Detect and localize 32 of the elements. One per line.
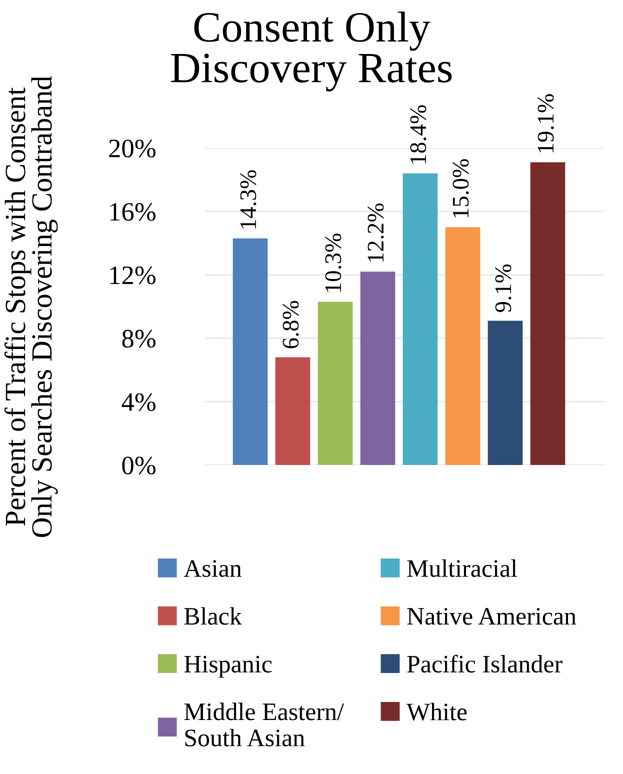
y-tick-label: 20% [109, 140, 156, 158]
data-label: 10.3% [325, 234, 342, 292]
bar [232, 238, 268, 465]
bar [360, 272, 396, 465]
data-label: 15.0% [452, 159, 469, 218]
legend-label: White [406, 702, 467, 721]
chart-title: Consent Only Discovery Rates [171, 12, 452, 92]
legend-label: Asian [184, 560, 242, 577]
data-label: 6.8% [282, 300, 299, 348]
y-tick-label: 8% [122, 330, 156, 348]
data-label: 9.1% [495, 264, 512, 312]
data-label: 14.3% [240, 170, 256, 228]
legend-label: Native American [407, 608, 576, 625]
data-label: 19.1% [538, 94, 554, 152]
legend-label: Middle Eastern/ South Asian [184, 702, 344, 746]
bar [445, 227, 480, 465]
bar [488, 320, 523, 465]
y-tick-label: 4% [122, 393, 156, 412]
legend-label: Pacific Islander [407, 654, 562, 673]
y-tick-label: 12% [110, 266, 156, 284]
y-tick-label: 0% [122, 456, 156, 474]
bar [275, 357, 310, 465]
bar [318, 302, 353, 465]
legend-label: Hispanic [184, 656, 272, 678]
y-axis-title: Percent of Traffic Stops with Consent Only Searches Discovering Contraband [4, 76, 58, 538]
legend-label: Black [184, 607, 242, 625]
y-tick-label: 16% [110, 203, 156, 221]
legend-label: Multiracial [407, 559, 518, 577]
bar [530, 162, 566, 465]
data-label: 18.4% [410, 105, 426, 164]
data-label: 12.2% [368, 204, 384, 262]
bar [402, 173, 438, 465]
